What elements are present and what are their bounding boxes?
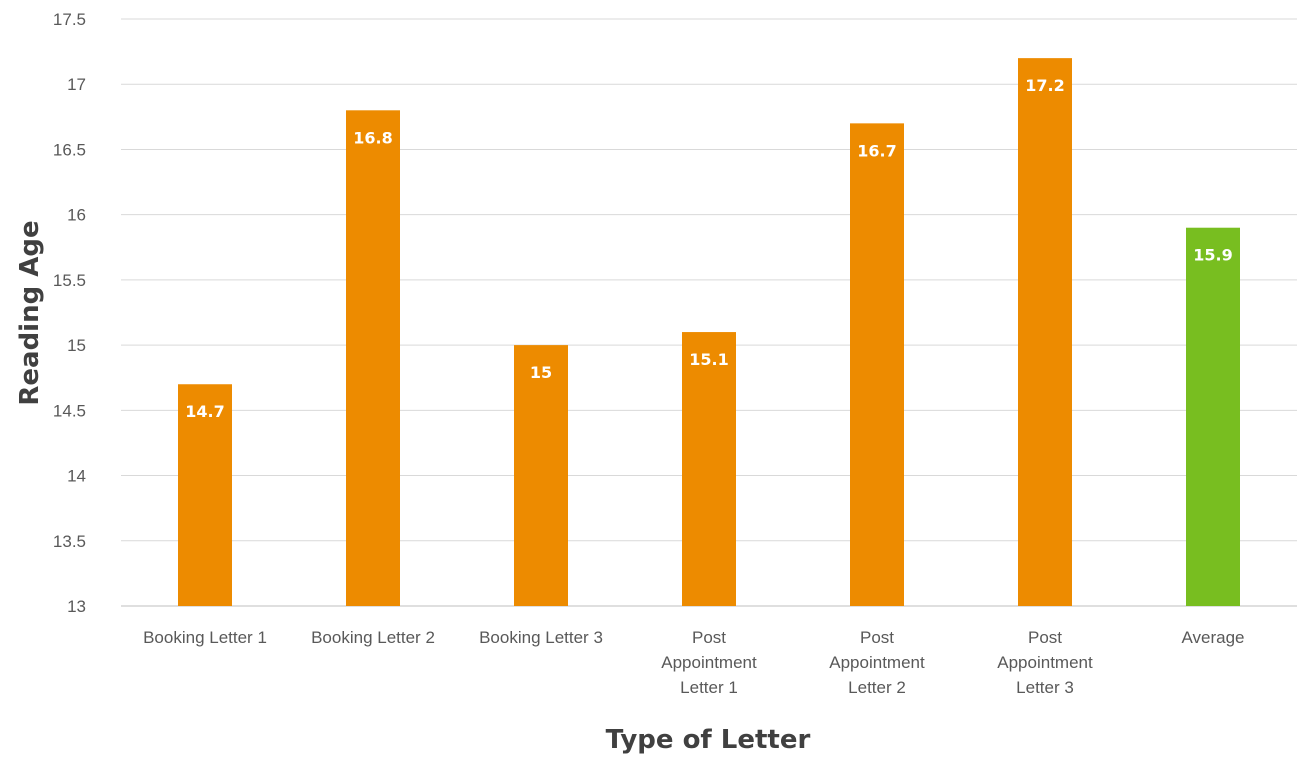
bar [850, 123, 904, 606]
y-tick-label: 16 [67, 206, 86, 225]
x-tick-label: Post Appointment Letter 3 [997, 628, 1093, 697]
y-tick-label: 13.5 [53, 532, 86, 551]
x-axis-categories: Booking Letter 1 Booking Letter 2 Booking … [143, 628, 1244, 697]
data-label: 14.7 [185, 402, 224, 421]
x-tick-label: Booking Letter 3 [479, 628, 603, 647]
y-tick-label: 17.5 [53, 10, 86, 29]
y-tick-label: 15.5 [53, 271, 86, 290]
y-tick-label: 16.5 [53, 140, 86, 159]
bar [346, 110, 400, 607]
bar [1018, 58, 1072, 606]
bar [514, 345, 568, 606]
data-labels: 14.7 16.8 15 15.1 16.7 17.2 15.9 [185, 76, 1232, 421]
y-tick-label: 13 [67, 597, 86, 616]
data-label: 15 [530, 363, 552, 382]
data-label: 15.9 [1193, 246, 1232, 265]
y-tick-label: 17 [67, 75, 86, 94]
y-tick-label: 14 [67, 467, 86, 486]
bars [178, 58, 1240, 607]
bar [178, 384, 232, 606]
y-axis-title: Reading Age [15, 220, 45, 405]
x-tick-label: Booking Letter 1 [143, 628, 267, 647]
x-tick-label: Post Appointment Letter 2 [829, 628, 925, 697]
bar [1186, 227, 1240, 606]
data-label: 16.7 [857, 141, 896, 160]
data-label: 17.2 [1025, 76, 1064, 95]
x-tick-label: Booking Letter 2 [311, 628, 435, 647]
y-axis-ticks: 13 13.5 14 14.5 15 15.5 16 16.5 17 17.5 [53, 10, 86, 616]
y-tick-label: 15 [67, 336, 86, 355]
y-tick-label: 14.5 [53, 401, 86, 420]
x-tick-label: Post Appointment Letter 1 [661, 628, 757, 697]
x-axis-title: Type of Letter [606, 725, 811, 755]
data-label: 16.8 [353, 128, 392, 147]
bar [682, 332, 736, 606]
x-tick-label: Average [1181, 628, 1244, 647]
data-label: 15.1 [689, 350, 728, 369]
